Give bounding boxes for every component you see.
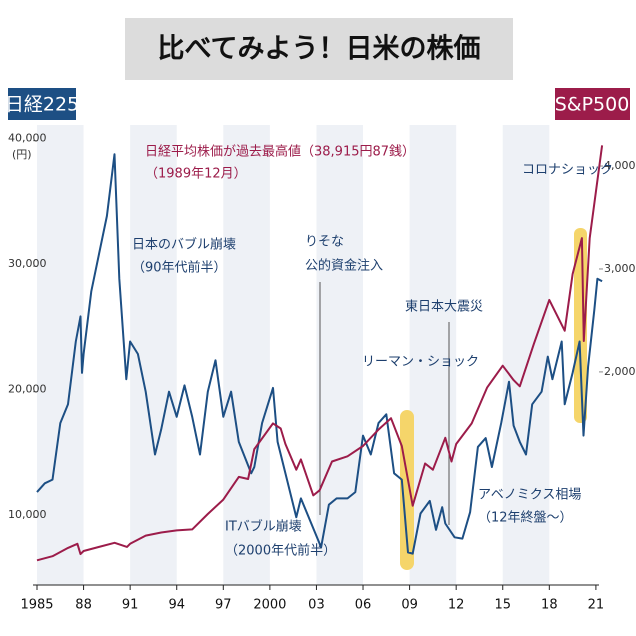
annotation: コロナショック — [522, 163, 613, 178]
annotation: りそな — [305, 235, 344, 250]
y2-tick-label: 3,000 — [604, 262, 636, 275]
x-tick-label: 18 — [541, 598, 558, 613]
x-tick-label: 94 — [168, 598, 185, 613]
series-line — [36, 153, 603, 555]
x-tick-label: 12 — [448, 598, 465, 613]
annotation: （90年代前半） — [132, 260, 227, 276]
x-tick-label: 06 — [355, 598, 372, 613]
chart-title: 比べてみよう！日米の株価 — [158, 34, 481, 65]
y-tick-label: 10,000 — [8, 508, 47, 521]
x-tick-label: 15 — [494, 598, 511, 613]
y2-tick-label: 2,000 — [604, 365, 636, 378]
x-tick-label: 2000 — [253, 598, 286, 613]
y-tick-label: 30,000 — [8, 257, 47, 270]
x-tick-label: 1985 — [20, 598, 53, 613]
x-tick-label: 91 — [122, 598, 139, 613]
title-box — [125, 18, 513, 80]
band — [502, 125, 550, 585]
annotation: （1989年12月） — [145, 167, 247, 182]
annotation: アベノミクス相場 — [478, 488, 581, 503]
y-tick-label: 40,000 — [8, 132, 47, 145]
highlight — [574, 228, 587, 423]
x-tick-label: 09 — [401, 598, 418, 613]
band — [37, 125, 84, 585]
annotation: 東日本大震災 — [405, 299, 483, 315]
y2-axis-label: S&P500 — [555, 94, 630, 116]
y-tick-label: 20,000 — [8, 383, 47, 396]
annotation: （2000年代前半） — [225, 543, 336, 559]
x-tick-label: 88 — [75, 598, 92, 613]
annotation: ITバブル崩壊 — [225, 519, 302, 535]
annotation: リーマン・ショック — [362, 355, 479, 370]
annotation: （12年終盤～） — [478, 510, 573, 526]
annotation: 日経平均株価が過去最高値（38,915円87銭） — [145, 144, 415, 160]
annotation: 日本のバブル崩壊 — [132, 237, 236, 253]
y-axis-label: 日経225 — [5, 94, 79, 116]
bands — [37, 125, 550, 585]
annotation: 公的資金注入 — [305, 258, 383, 274]
band — [409, 125, 457, 585]
y-unit: (円) — [12, 148, 32, 161]
x-tick-label: 97 — [215, 598, 232, 613]
y2-tick-label: 4,000 — [604, 159, 636, 172]
band — [223, 125, 270, 585]
band — [316, 125, 364, 585]
series-line — [36, 145, 604, 562]
plot: 1985 88 91 94 97 2000 03 06 09 12 15 18 21 10,000 20,0… — [8, 132, 636, 613]
y-label-box — [8, 88, 76, 120]
y2-label-box — [555, 88, 630, 120]
x-tick-label: 21 — [588, 598, 605, 613]
x-tick-label: 03 — [308, 598, 325, 613]
